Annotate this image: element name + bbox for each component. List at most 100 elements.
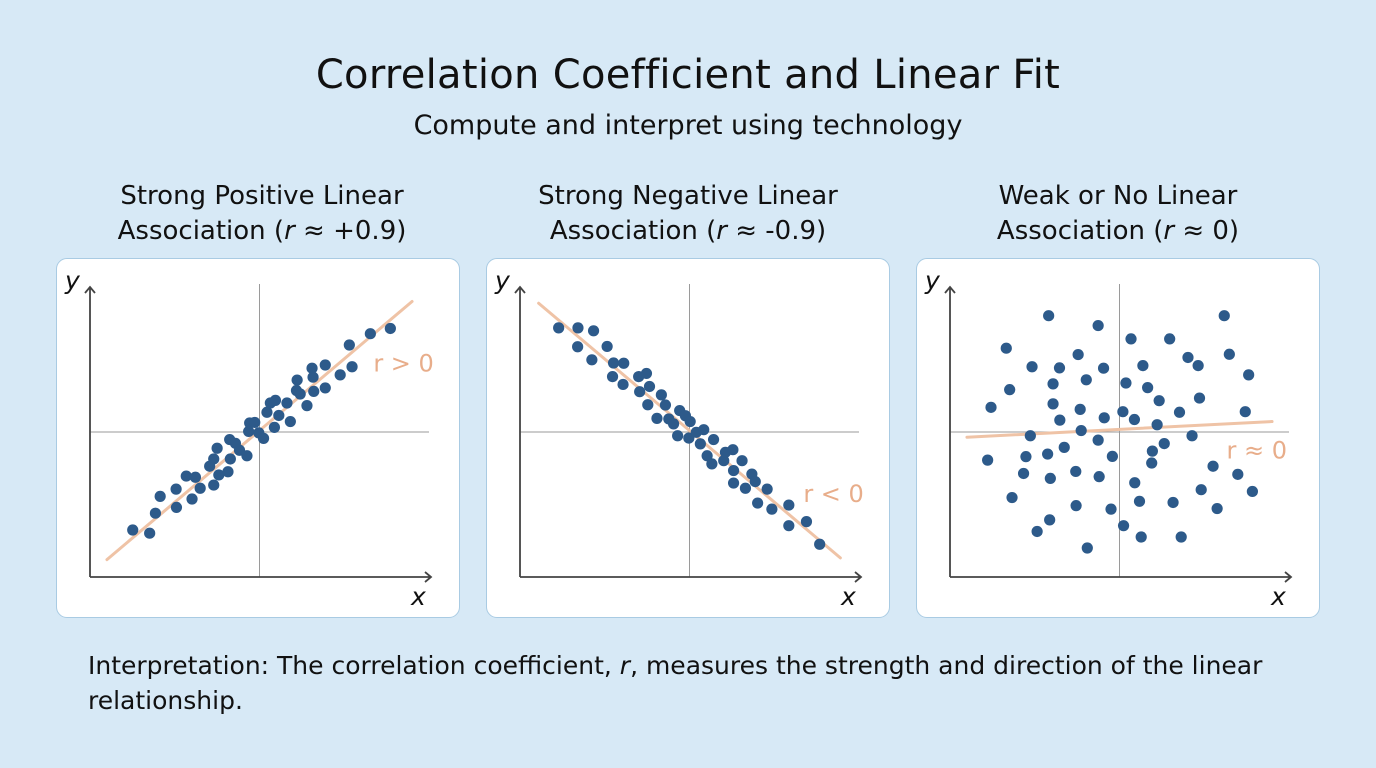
data-point	[1117, 406, 1129, 418]
data-point	[1223, 348, 1235, 360]
data-point	[701, 450, 713, 462]
data-point	[261, 406, 273, 418]
data-point	[273, 409, 285, 422]
data-point	[1072, 348, 1084, 361]
title-suffix: ≈ 0)	[1174, 216, 1240, 246]
data-point	[308, 385, 320, 397]
data-point	[1117, 520, 1130, 532]
data-point	[659, 399, 672, 411]
data-point	[1054, 414, 1066, 426]
data-point	[684, 415, 696, 428]
panel-title-line2: Association (r ≈ 0)	[903, 214, 1333, 249]
data-point	[606, 371, 619, 383]
data-point	[1129, 477, 1141, 489]
title-symbol: r	[716, 216, 727, 246]
data-point	[618, 357, 630, 369]
data-point	[222, 466, 234, 478]
data-point	[1142, 382, 1154, 394]
data-point	[607, 357, 620, 369]
data-point	[1097, 362, 1110, 374]
data-point	[655, 389, 667, 401]
data-point	[1092, 319, 1104, 332]
data-point	[364, 328, 376, 340]
data-point	[1093, 471, 1105, 483]
data-point	[241, 450, 253, 462]
data-point	[301, 400, 313, 412]
data-point	[1000, 342, 1012, 354]
data-point	[1020, 451, 1032, 463]
data-point	[1167, 496, 1179, 509]
data-point	[1017, 467, 1030, 480]
data-point	[1031, 525, 1043, 538]
data-point	[752, 497, 764, 509]
data-point	[706, 458, 718, 470]
data-point	[1133, 495, 1146, 507]
data-point	[194, 482, 206, 494]
data-point	[727, 464, 740, 477]
y-axis-label: y	[64, 266, 81, 295]
data-point	[1004, 384, 1016, 396]
data-point	[1058, 441, 1070, 453]
data-point	[1070, 500, 1082, 512]
data-point	[268, 421, 281, 433]
data-point	[334, 369, 346, 381]
data-point	[170, 501, 183, 513]
panel-title-line2: Association (r ≈ +0.9)	[47, 214, 477, 249]
data-point	[1192, 359, 1204, 372]
scatter-panel-none: y x r ≈ 0	[916, 258, 1320, 618]
data-point	[189, 471, 202, 483]
data-point	[346, 361, 358, 373]
data-point	[1044, 472, 1056, 484]
y-axis	[944, 285, 956, 577]
data-point	[1232, 468, 1244, 480]
data-point	[1146, 445, 1158, 457]
y-axis	[514, 285, 526, 577]
data-point	[1137, 359, 1149, 372]
data-point	[281, 397, 293, 409]
data-point	[1186, 430, 1198, 442]
panel-title-line1: Strong Negative Linear	[538, 181, 838, 211]
data-point	[1047, 398, 1059, 410]
data-point	[1243, 369, 1255, 381]
data-point	[284, 415, 296, 428]
data-point	[249, 416, 261, 429]
title-prefix: Association (	[117, 216, 285, 246]
title-symbol: r	[1163, 216, 1175, 246]
data-point	[1128, 413, 1141, 426]
data-point	[1195, 484, 1207, 496]
data-point	[1246, 485, 1258, 498]
data-point	[694, 438, 706, 450]
data-point	[1081, 542, 1093, 554]
data-point	[208, 453, 220, 465]
data-point	[319, 382, 331, 394]
data-point	[643, 380, 656, 393]
data-point	[1042, 448, 1054, 460]
data-point	[1211, 502, 1223, 515]
panel-title-positive: Strong Positive Linear Association (r ≈ …	[47, 179, 477, 249]
data-point	[306, 362, 318, 374]
interpretation-text: Interpretation: The correlation coeffici…	[88, 648, 1288, 718]
data-point	[1106, 450, 1118, 462]
data-point	[1218, 310, 1230, 322]
data-point	[384, 322, 396, 335]
data-point	[642, 399, 654, 411]
data-point	[1239, 406, 1251, 418]
title-suffix: ≈ +0.9)	[294, 216, 407, 246]
data-point	[982, 454, 994, 466]
data-point	[749, 475, 761, 488]
data-point	[1024, 430, 1036, 442]
title-suffix: ≈ -0.9)	[726, 216, 827, 246]
data-point	[1047, 378, 1059, 390]
data-point	[985, 401, 997, 413]
data-point	[170, 483, 182, 495]
panel-title-none: Weak or No Linear Association (r ≈ 0)	[903, 179, 1333, 249]
data-point	[707, 433, 720, 446]
data-point	[651, 412, 663, 424]
data-point	[640, 367, 653, 380]
interpretation-symbol: r	[619, 651, 631, 680]
data-point	[800, 516, 813, 528]
fit-line	[537, 301, 842, 560]
data-point	[1070, 465, 1082, 478]
data-point	[1164, 333, 1176, 345]
data-point	[1120, 377, 1132, 389]
